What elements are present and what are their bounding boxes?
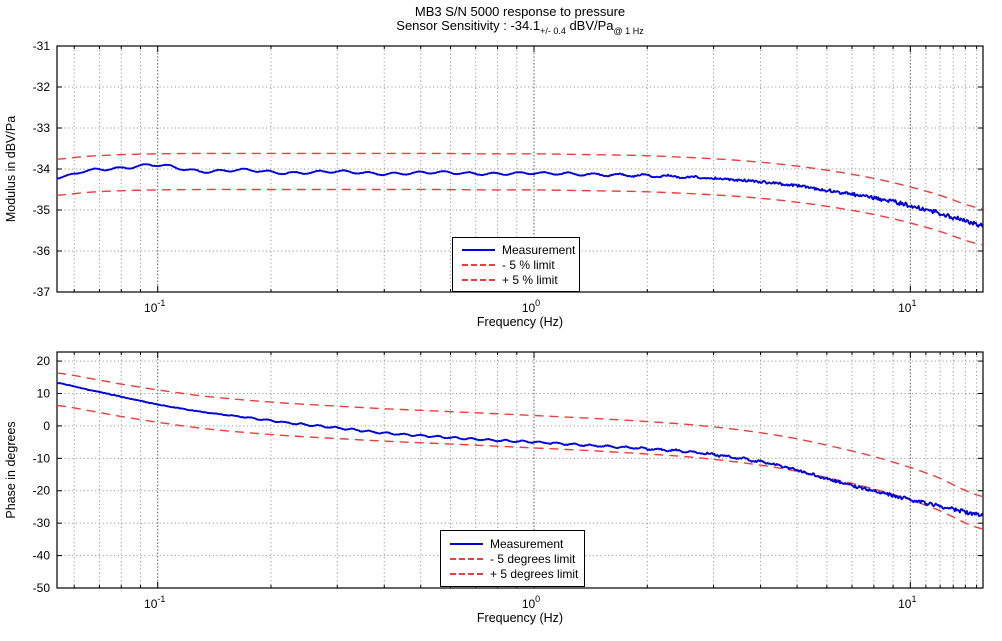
measurement-line-icon [462,249,495,252]
legend-label: Measurement [490,536,564,551]
svg-text:10-1: 10-1 [144,298,165,315]
measurement-line-icon [450,542,483,545]
figure-subtitle: Sensor Sensitivity : -34.1+/- 0.4 dBV/Pa… [57,18,983,37]
svg-text:-35: -35 [33,203,51,217]
svg-text:0: 0 [43,419,50,433]
svg-text:100: 100 [522,298,540,315]
svg-text:101: 101 [898,298,916,315]
modulus-legend: Measurement - 5 % limit + 5 % limit [452,237,580,292]
svg-text:-30: -30 [33,516,51,530]
subtitle-tolerance: +/- 0.4 [540,26,566,36]
svg-text:10: 10 [37,386,51,400]
svg-text:-33: -33 [33,121,51,135]
svg-text:Frequency (Hz): Frequency (Hz) [477,611,563,625]
legend-label: - 5 degrees limit [490,551,576,566]
subtitle-reference: @ 1 Hz [613,26,644,36]
legend-label: - 5 % limit [502,258,555,272]
figure-title: MB3 S/N 5000 response to pressure [414,4,626,19]
svg-text:100: 100 [522,594,540,611]
phase-curves [57,372,983,530]
svg-text:-10: -10 [33,451,51,465]
subtitle-units: dBV/Pa [565,18,614,33]
svg-text:-31: -31 [33,39,51,53]
dashed-line-icon [450,573,483,576]
subtitle-text: Sensor Sensitivity : -34.1 [396,18,541,33]
dashed-line-icon [462,278,495,281]
svg-text:-37: -37 [33,285,51,299]
legend-item-plus5-limit: + 5 % limit [462,272,571,287]
svg-text:10-1: 10-1 [144,594,165,611]
legend-item-minus5-limit: - 5 % limit [462,258,571,273]
dashed-line-icon [450,557,483,560]
svg-text:-40: -40 [33,549,51,563]
dashed-line-icon [462,264,495,266]
svg-text:101: 101 [898,594,916,611]
svg-text:Phase in degrees: Phase in degrees [4,421,18,518]
modulus-axes: -31 -32 -33 -34 -35 -36 -37 10-1 100 101 Frequency… [4,39,984,329]
title-block: MB3 S/N 5000 response to pressure Sensor… [57,4,983,37]
legend-label: + 5 degrees limit [490,567,579,582]
svg-text:Frequency (Hz): Frequency (Hz) [477,315,563,329]
svg-text:-36: -36 [33,244,51,258]
svg-text:-50: -50 [33,581,51,595]
modulus-curves [57,152,983,246]
phase-legend: Measurement - 5 degrees limit + 5 degree… [440,530,585,587]
svg-text:-20: -20 [33,484,51,498]
svg-text:Modulus in dBV/Pa: Modulus in dBV/Pa [4,116,18,222]
legend-item-minus5deg-limit: - 5 degrees limit [450,551,576,566]
legend-item-plus5deg-limit: + 5 degrees limit [450,567,579,582]
legend-item-measurement: Measurement [462,243,575,258]
legend-label: + 5 % limit [502,272,558,287]
legend-item-measurement: Measurement [450,536,576,551]
svg-text:20: 20 [37,354,51,368]
svg-text:-32: -32 [33,80,51,94]
svg-text:-34: -34 [33,162,51,176]
legend-label: Measurement [502,243,576,258]
